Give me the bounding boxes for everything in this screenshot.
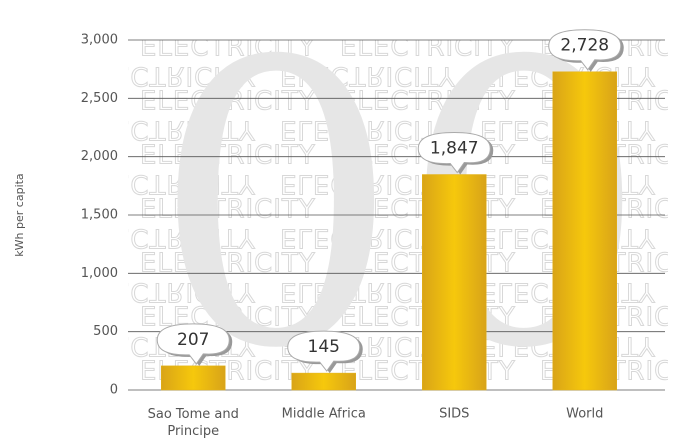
bar	[291, 372, 356, 391]
data-label: 1,847	[430, 139, 479, 159]
watermark-text: ELECTRICITY	[140, 87, 316, 117]
x-tick-label: World	[566, 407, 603, 422]
watermark-text: ELECTRICITY	[140, 141, 316, 171]
y-tick-label: 2,500	[81, 91, 118, 106]
data-label: 2,728	[560, 36, 609, 56]
x-tick-label: Sao Tome and Principe	[148, 407, 239, 439]
watermark-text: ELECTRICITY	[340, 33, 516, 63]
bar	[422, 174, 487, 391]
watermark-text: ELECTRICITY	[80, 277, 256, 307]
data-label: 207	[177, 330, 209, 350]
data-label: 145	[308, 337, 340, 357]
y-tick-label: 2,000	[81, 149, 118, 164]
callout	[548, 29, 622, 71]
callout	[417, 132, 491, 174]
y-tick-label: 0	[110, 383, 118, 398]
callout	[287, 330, 361, 372]
watermark-text: ELECTRICITY	[80, 223, 256, 253]
bar	[161, 365, 226, 391]
y-tick-label: 3,000	[81, 33, 118, 48]
watermark-text: ELECTRICITY	[80, 61, 256, 91]
bar	[552, 71, 617, 391]
watermark-text: ELECTRICITY	[80, 115, 256, 145]
y-axis-label: kWh per capita	[13, 173, 26, 256]
x-tick-label: SIDS	[439, 407, 469, 422]
x-tick-label: Middle Africa	[282, 407, 366, 422]
watermark-text: ELECTRICITY	[80, 169, 256, 199]
y-tick-label: 1,500	[81, 208, 118, 223]
plot: 0 500 1,000 1,500 2,000 2,500 3,000 Sao Tome an…	[81, 29, 665, 439]
watermark-text: ELECTRICITY	[140, 195, 316, 225]
watermark-text: ELECTRICITY	[140, 33, 316, 63]
watermark-text: ELECTRICITY	[340, 87, 516, 117]
callout	[156, 323, 230, 365]
watermark-text: ELECTRICITY	[280, 61, 456, 91]
watermark-text: ELECTRICITY	[140, 249, 316, 279]
y-tick-label: 1,000	[81, 266, 118, 281]
y-tick-label: 500	[93, 324, 118, 339]
